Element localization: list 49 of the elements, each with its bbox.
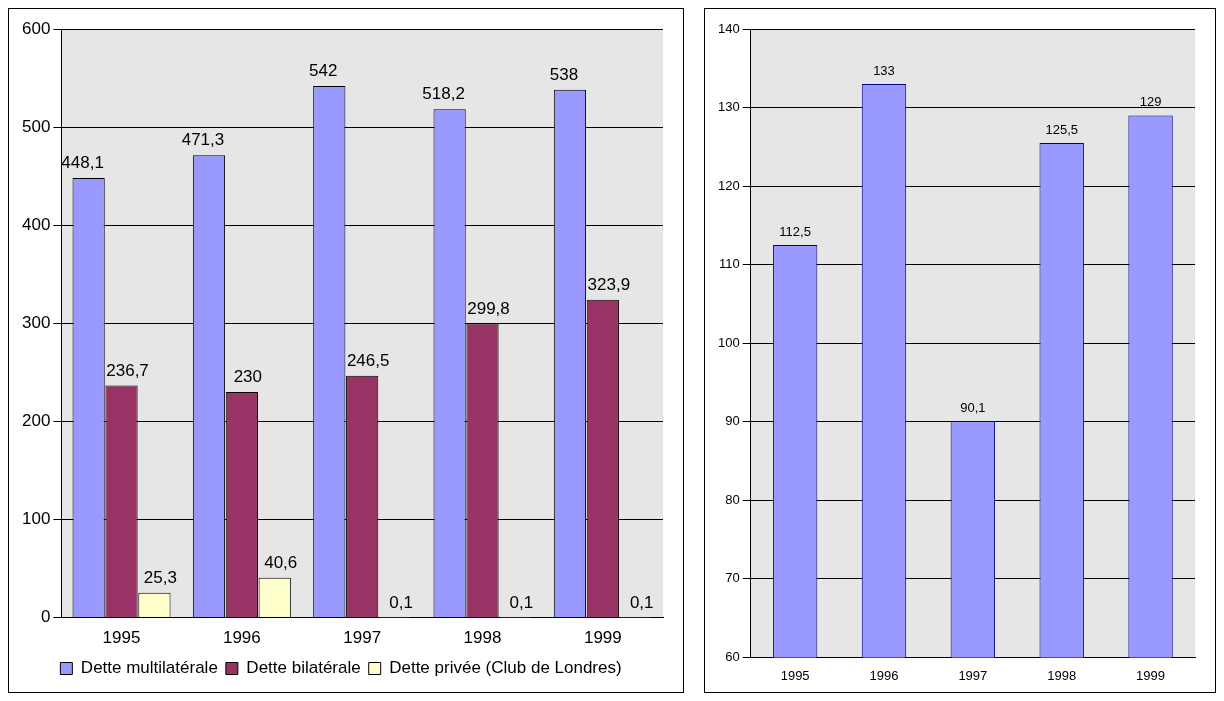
y-tick-label: 60 (725, 648, 740, 664)
data-label: 471,3 (181, 130, 225, 150)
x-tick-label: 1997 (958, 667, 988, 683)
x-tick-label: 1997 (343, 628, 382, 648)
legend-label: Dette multilatérale (80, 658, 218, 678)
data-label: 230 (233, 367, 263, 387)
data-label: 0,1 (629, 592, 654, 612)
data-label: 129 (1139, 94, 1162, 110)
x-tick-label: 1998 (463, 628, 502, 648)
data-label: 323,9 (587, 275, 631, 295)
y-tick-label: 120 (717, 177, 740, 193)
data-label: 90,1 (960, 400, 986, 416)
data-label: 0,1 (389, 592, 413, 612)
data-label: 125,5 (1045, 121, 1078, 137)
data-label: 112,5 (779, 224, 811, 240)
x-tick-label: 1995 (780, 667, 810, 683)
data-label: 542 (309, 61, 338, 81)
y-tick-label: 600 (21, 18, 51, 38)
data-label: 236,7 (106, 360, 149, 380)
x-tick-label: 1996 (222, 628, 261, 648)
legend-label: Dette bilatérale (246, 658, 361, 678)
y-tick-label: 0 (40, 607, 51, 627)
legend-label: Dette privée (Club de Londres) (389, 658, 622, 678)
y-tick-label: 130 (717, 99, 740, 115)
data-label: 0,1 (509, 592, 534, 612)
y-tick-label: 80 (725, 491, 740, 507)
data-label: 299,8 (467, 298, 510, 318)
y-tick-label: 500 (21, 116, 51, 136)
data-label: 40,6 (264, 552, 298, 572)
y-tick-label: 140 (717, 20, 740, 36)
data-label: 133 (873, 63, 895, 79)
x-tick-label: 1995 (102, 628, 141, 648)
y-tick-label: 110 (718, 256, 740, 272)
y-tick-label: 90 (725, 413, 740, 429)
x-tick-label: 1996 (869, 667, 899, 683)
x-tick-label: 1998 (1047, 667, 1077, 683)
y-tick-label: 400 (21, 214, 51, 234)
y-tick-label: 200 (21, 411, 51, 431)
data-label: 25,3 (143, 567, 177, 587)
y-tick-label: 300 (21, 312, 51, 332)
data-label: 448,1 (61, 153, 104, 173)
data-label: 518,2 (422, 84, 465, 104)
data-label: 246,5 (346, 350, 390, 370)
y-tick-label: 100 (21, 509, 51, 529)
x-tick-label: 1999 (1136, 667, 1166, 683)
y-tick-label: 100 (717, 334, 740, 350)
y-tick-label: 70 (725, 570, 740, 586)
data-label: 538 (549, 65, 579, 85)
x-tick-label: 1999 (583, 628, 622, 648)
